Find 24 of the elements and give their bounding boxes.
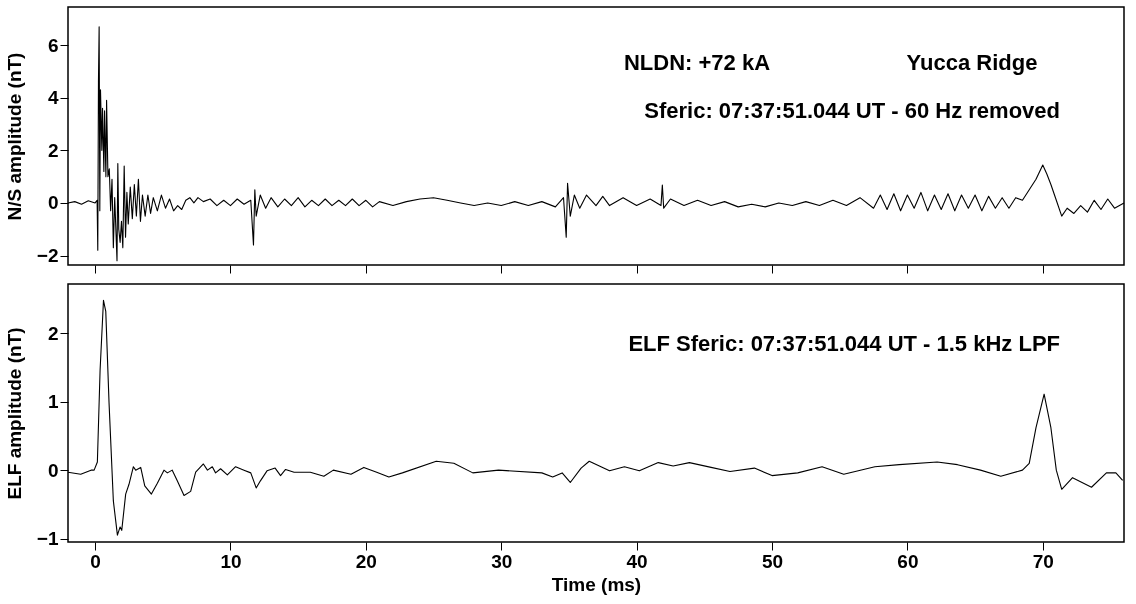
annotation: ELF Sferic: 07:37:51.044 UT - 1.5 kHz LPF <box>628 331 1060 356</box>
x-tick-label: 70 <box>1032 550 1054 572</box>
y-tick-label: 0 <box>47 459 59 481</box>
y-tick-label: 2 <box>47 322 59 344</box>
annotation: Sferic: 07:37:51.044 UT - 60 Hz removed <box>644 98 1060 123</box>
y-tick-label: −1 <box>36 528 59 550</box>
annotation: NLDN: +72 kA <box>623 50 771 75</box>
y-tick-label: 2 <box>47 139 59 161</box>
x-tick-label: 40 <box>626 550 648 572</box>
x-tick-label: 50 <box>761 550 784 572</box>
y-tick-label: 6 <box>47 34 59 56</box>
x-tick-label: 60 <box>897 550 919 572</box>
annotation: Yucca Ridge <box>906 50 1038 75</box>
x-tick-label: 30 <box>491 550 513 572</box>
x-tick-label: 0 <box>90 550 101 572</box>
x-tick-label: 10 <box>220 550 242 572</box>
x-axis-title: Time (ms) <box>551 573 642 595</box>
y-axis-title: ELF amplitude (nT) <box>3 327 25 500</box>
y-tick-label: −2 <box>36 245 59 267</box>
y-tick-label: 1 <box>47 391 59 413</box>
x-tick-label: 20 <box>355 550 377 572</box>
y-tick-label: 0 <box>47 192 59 214</box>
y-axis-title: N/S amplitude (nT) <box>3 52 25 221</box>
y-tick-label: 4 <box>47 87 59 109</box>
